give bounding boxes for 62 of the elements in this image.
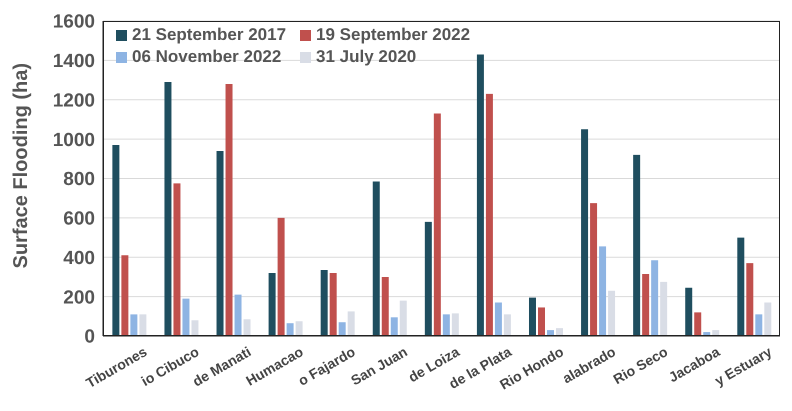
bar: [504, 314, 511, 336]
bar: [226, 84, 233, 336]
bar: [320, 270, 328, 336]
bar: [182, 298, 190, 336]
y-tick-label: 400: [63, 248, 95, 269]
y-tick-label: 1000: [52, 130, 95, 151]
bar: [737, 238, 744, 336]
bar: [434, 114, 441, 336]
bar: [191, 320, 198, 336]
bar: [400, 300, 407, 336]
bar: [296, 321, 303, 336]
legend-label: 19 September 2022: [316, 25, 470, 45]
bar: [755, 314, 762, 336]
bar: [476, 54, 484, 336]
bar: [121, 255, 128, 336]
y-tick-label: 0: [84, 326, 95, 348]
y-tick-label: 600: [63, 208, 95, 230]
y-tick-label: 1200: [52, 90, 95, 112]
legend-label: 21 September 2017: [132, 25, 286, 45]
bar: [244, 319, 251, 336]
bar: [278, 218, 285, 336]
bar: [130, 314, 138, 336]
bar: [112, 145, 120, 336]
legend-label: 31 July 2020: [316, 47, 416, 67]
bar: [442, 314, 450, 336]
bar: [234, 294, 242, 336]
bar: [216, 150, 224, 336]
bar: [633, 154, 640, 336]
bar: [694, 312, 702, 336]
bar: [372, 181, 380, 336]
bar: [685, 288, 692, 336]
bar: [494, 302, 502, 336]
bar: [590, 203, 598, 336]
bar: [348, 311, 355, 336]
y-tick-label: 200: [63, 287, 95, 308]
bar: [660, 282, 668, 336]
bar: [538, 307, 545, 336]
bar: [330, 273, 337, 336]
bar: [764, 302, 772, 336]
bar: [424, 222, 432, 336]
bar: [608, 290, 616, 336]
legend-label: 06 November 2022: [132, 47, 282, 67]
bar: [382, 276, 389, 336]
bar: [642, 274, 650, 336]
bar: [139, 314, 146, 336]
bar: [581, 129, 588, 336]
y-tick-label: 800: [63, 169, 95, 190]
bar: [486, 94, 493, 336]
y-tick-label: 1600: [52, 12, 95, 33]
bar: [390, 317, 398, 336]
bar: [599, 246, 606, 336]
bar: [528, 298, 536, 336]
bar: [338, 322, 346, 336]
bar: [173, 183, 180, 336]
bar: [286, 323, 294, 336]
y-tick-label: 1400: [52, 51, 95, 72]
bar: [651, 260, 658, 336]
bar: [452, 313, 459, 336]
y-axis-title: Surface Flooding (ha): [10, 62, 32, 268]
bar: [746, 263, 754, 336]
bar: [164, 82, 172, 336]
bar: [268, 273, 276, 336]
